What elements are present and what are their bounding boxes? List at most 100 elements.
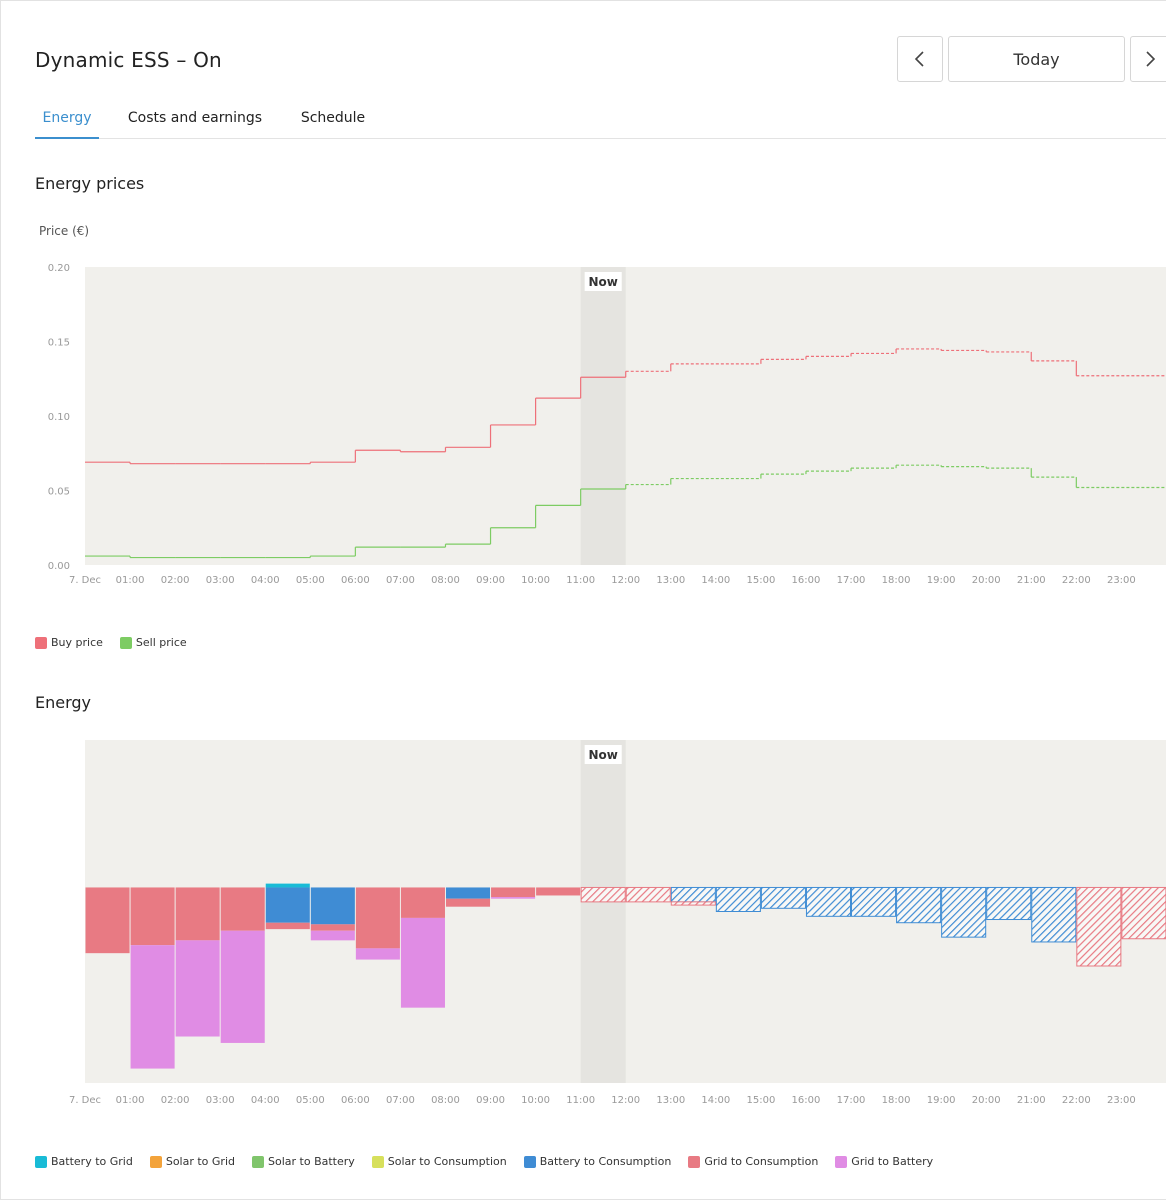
x-tick-label: 21:00 xyxy=(1017,1095,1046,1106)
x-tick-label: 12:00 xyxy=(611,575,640,586)
x-tick-label: 07:00 xyxy=(386,1095,415,1106)
x-tick-label: 01:00 xyxy=(116,575,145,586)
y-tick-label: 0.00 xyxy=(48,561,70,572)
bar-segment xyxy=(580,886,626,903)
tab-schedule[interactable]: Schedule xyxy=(300,110,366,126)
buy-price-swatch xyxy=(35,636,47,649)
bar-segment xyxy=(941,886,987,938)
y-tick-label: 0.05 xyxy=(48,487,70,498)
chevron-right-icon xyxy=(1146,51,1156,67)
bar-segment xyxy=(265,922,310,930)
x-tick-label: 07:00 xyxy=(386,575,415,586)
tab-energy[interactable]: Energy xyxy=(35,110,99,139)
bar-segment xyxy=(1031,886,1077,943)
series-sell-price xyxy=(85,464,1166,559)
bar-segment xyxy=(491,887,536,898)
bar-segment xyxy=(265,883,310,888)
x-tick-label: 11:00 xyxy=(566,575,595,586)
x-tick-label: 09:00 xyxy=(476,1095,505,1106)
x-tick-label: 10:00 xyxy=(521,575,550,586)
x-tick-label: 23:00 xyxy=(1107,575,1136,586)
x-tick-label: 09:00 xyxy=(476,575,505,586)
energy-prices-title: Energy prices xyxy=(35,174,145,193)
sell-price-swatch xyxy=(119,636,132,649)
tab-bar: Energy Costs and earnings Schedule xyxy=(35,110,1166,139)
legend-swatch xyxy=(835,1155,848,1168)
legend-label: Grid to Consumption xyxy=(704,1155,819,1168)
previous-day-button[interactable] xyxy=(897,36,943,82)
now-band xyxy=(580,740,626,1083)
bar-segment xyxy=(355,887,400,949)
y-tick-label: 0.10 xyxy=(48,412,70,423)
bar-segment xyxy=(896,886,942,924)
x-tick-label: 22:00 xyxy=(1062,575,1091,586)
x-tick-label: 03:00 xyxy=(206,575,235,586)
legend-solar-to-consumption[interactable]: Solar to Consumption xyxy=(371,1155,507,1168)
series-buy-price xyxy=(85,348,1166,465)
bar-segment xyxy=(491,897,536,899)
bar-segment xyxy=(175,887,220,941)
legend-swatch xyxy=(252,1155,264,1168)
legend-solar-to-battery[interactable]: Solar to Battery xyxy=(252,1155,355,1168)
x-tick-label: 02:00 xyxy=(161,575,190,586)
bar-segment xyxy=(536,887,581,896)
legend-label: Solar to Battery xyxy=(268,1155,355,1168)
x-tick-label: 13:00 xyxy=(656,575,685,586)
x-tick-label: 04:00 xyxy=(251,575,280,586)
bar-segment xyxy=(986,886,1032,921)
energy-chart: Now 7. Dec 01:00 02:00 03:00 04:00 05:00 06:00 0… xyxy=(69,740,1166,1106)
x-tick-label: 03:00 xyxy=(206,1095,235,1106)
bar-segment xyxy=(220,930,265,1043)
bar-segment xyxy=(310,924,355,931)
legend-battery-to-consumption[interactable]: Battery to Consumption xyxy=(523,1155,672,1168)
x-tick-label: 7. Dec xyxy=(69,1095,101,1106)
x-tick-label: 12:00 xyxy=(611,1095,640,1106)
x-tick-label: 05:00 xyxy=(296,1095,325,1106)
page-title: Dynamic ESS – On xyxy=(35,48,222,72)
x-tick-label: 23:00 xyxy=(1107,1095,1136,1106)
legend-grid-to-consumption[interactable]: Grid to Consumption xyxy=(688,1155,818,1168)
legend-label: Grid to Battery xyxy=(851,1155,934,1168)
x-tick-label: 22:00 xyxy=(1062,1095,1091,1106)
bar-segment xyxy=(400,917,445,1008)
price-legend: Buy price Sell price xyxy=(35,636,204,649)
series-battery-to-consumption xyxy=(265,886,1077,943)
next-day-button[interactable] xyxy=(1130,36,1166,82)
bar-segment xyxy=(1121,886,1166,940)
legend-label: Battery to Grid xyxy=(51,1155,133,1168)
legend-solar-to-grid[interactable]: Solar to Grid xyxy=(149,1155,235,1168)
legend-battery-to-grid[interactable]: Battery to Grid xyxy=(35,1155,133,1168)
bar-segment xyxy=(85,887,130,954)
chevron-left-icon xyxy=(914,51,924,67)
x-tick-label: 18:00 xyxy=(882,575,911,586)
x-tick-label: 04:00 xyxy=(251,1095,280,1106)
y-tick-label: 0.20 xyxy=(48,263,70,274)
bar-segment xyxy=(130,887,175,946)
x-tick-label: 20:00 xyxy=(972,575,1001,586)
legend-sell-price[interactable]: Sell price xyxy=(119,636,187,649)
bar-segment xyxy=(265,887,310,923)
x-tick-label: 15:00 xyxy=(746,575,775,586)
series-grid-to-consumption xyxy=(85,886,1166,967)
bar-segment xyxy=(445,898,491,907)
energy-legend: Battery to Grid Solar to Grid Solar to Bat… xyxy=(35,1155,950,1168)
legend-grid-to-battery[interactable]: Grid to Battery xyxy=(835,1155,933,1168)
bar-segment xyxy=(310,930,355,941)
x-tick-label: 20:00 xyxy=(972,1095,1001,1106)
series-battery-to-grid xyxy=(265,883,310,888)
now-label: Now xyxy=(589,275,618,289)
tab-costs-and-earnings[interactable]: Costs and earnings xyxy=(127,110,263,126)
x-tick-label: 05:00 xyxy=(296,575,325,586)
bar-segment xyxy=(760,886,806,909)
y-tick-label: 0.15 xyxy=(48,338,70,349)
energy-title: Energy xyxy=(35,693,92,712)
legend-label: Battery to Consumption xyxy=(539,1155,672,1168)
x-tick-label: 14:00 xyxy=(701,1095,730,1106)
legend-swatch xyxy=(523,1155,536,1168)
today-button[interactable]: Today xyxy=(948,36,1125,82)
legend-buy-price[interactable]: Buy price xyxy=(35,636,103,649)
bar-segment xyxy=(175,940,220,1037)
bar-segment xyxy=(715,886,761,913)
x-tick-label: 10:00 xyxy=(521,1095,550,1106)
energy-prices-chart: Now 0.00 0.05 0.10 0.15 0.20 7. Dec 01:00 02:00 0… xyxy=(48,263,1166,586)
